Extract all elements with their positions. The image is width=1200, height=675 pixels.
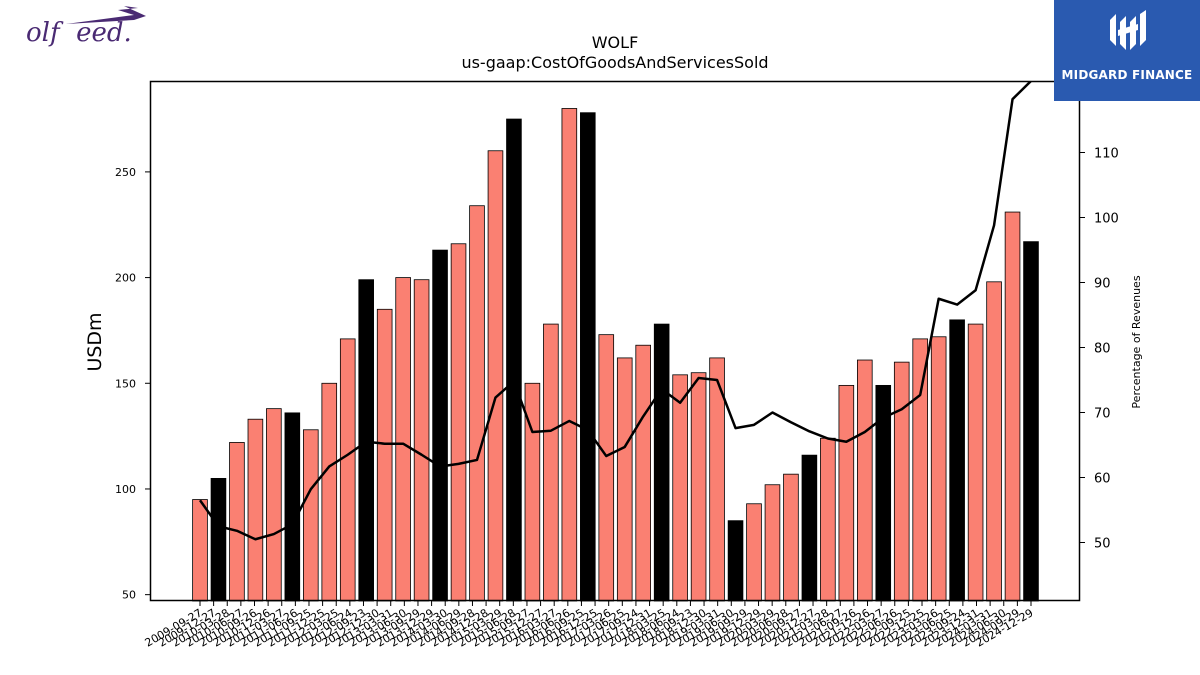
y2-tick-label: 110 [1094,147,1119,162]
midgard-finance-logo: MIDGARD FINANCE [1054,0,1200,101]
x-axis-ticks: 2009-09-272009-12-272010-03-282010-06-27… [143,601,1036,650]
right-axis-ticks: 50 60 70 80 90 100 110 [1080,147,1119,552]
y-tick-label: 200 [115,272,136,285]
left-logo-text: olf eed. [26,18,132,48]
right-logo-text: MIDGARD FINANCE [1061,68,1193,82]
percentage-line [198,81,1032,541]
bar-2011-09-25 [339,338,356,602]
bar-2011-12-25 [358,279,374,602]
bar-2018-06-24 [838,384,855,602]
left-axis-ticks: 50 100 150 200 250 [115,166,150,602]
chart-title: WOLF [592,33,639,52]
y2-axis-label: Percentage of Revenues [1130,275,1143,408]
bar-2010-03-28 [229,442,245,602]
bar-series [192,108,1039,602]
bar-2013-03-31 [450,243,467,602]
bar-2015-12-27 [653,323,670,602]
bar-2015-03-29 [598,334,615,602]
y2-tick-label: 100 [1094,212,1119,227]
olf-eed-logo: olf eed. [26,6,156,50]
bar-2011-06-26 [321,382,338,602]
bar-2017-12-31 [801,454,818,602]
bar-2013-06-30 [469,205,485,602]
bar-2010-09-26 [266,408,282,602]
y2-tick-label: 70 [1094,407,1111,422]
bar-2014-06-29 [543,323,559,602]
logo-swoosh-icon [66,6,146,24]
bar-2012-06-24 [395,277,411,602]
y-axis-label: USDm [84,312,106,371]
bar-2017-03-26 [746,503,762,602]
bar-2016-03-27 [672,374,688,602]
bar-2020-12-27 [1023,241,1039,602]
y2-tick-label: 90 [1094,277,1111,292]
y-tick-label: 150 [115,377,136,390]
midgard-emblem-icon [1110,10,1146,50]
y-tick-label: 50 [122,589,136,602]
bar-2016-06-26 [690,372,707,602]
bar-2019-06-30 [912,338,928,602]
plot-frame [149,80,1081,602]
bar-2017-09-24 [783,473,799,602]
bar-2018-03-25 [820,437,836,602]
bar-2010-12-26 [284,412,301,602]
bar-2013-09-29 [487,150,504,602]
bar-2013-12-29 [506,118,522,602]
bar-2014-12-28 [580,112,596,602]
y-tick-label: 250 [115,166,136,179]
bar-2019-09-29 [930,336,947,602]
y2-tick-label: 50 [1094,537,1111,552]
y-tick-label: 100 [115,483,136,496]
bar-2016-12-25 [727,520,744,602]
bar-2014-09-28 [561,108,578,602]
bar-2020-09-27 [1004,211,1021,602]
bar-2015-06-28 [616,357,633,602]
bar-2020-06-28 [986,281,1002,602]
bar-2011-03-27 [303,429,319,602]
bar-2020-03-29 [967,323,984,602]
chart-subtitle: us-gaap:CostOfGoodsAndServicesSold [461,53,768,72]
y2-tick-label: 60 [1094,472,1111,487]
bar-2012-12-30 [432,249,448,602]
bar-2019-12-29 [949,319,965,602]
bar-2018-09-23 [857,359,873,602]
bar-2012-09-23 [413,279,430,602]
bar-2017-06-25 [764,484,781,602]
bar-2019-03-31 [893,361,910,602]
bar-2010-06-27 [247,418,264,602]
bar-2012-03-25 [376,308,393,602]
bar-2009-12-27 [210,477,227,602]
bar-2009-09-27 [192,499,208,602]
bar-2015-09-27 [635,344,651,602]
y2-tick-label: 80 [1094,342,1111,357]
